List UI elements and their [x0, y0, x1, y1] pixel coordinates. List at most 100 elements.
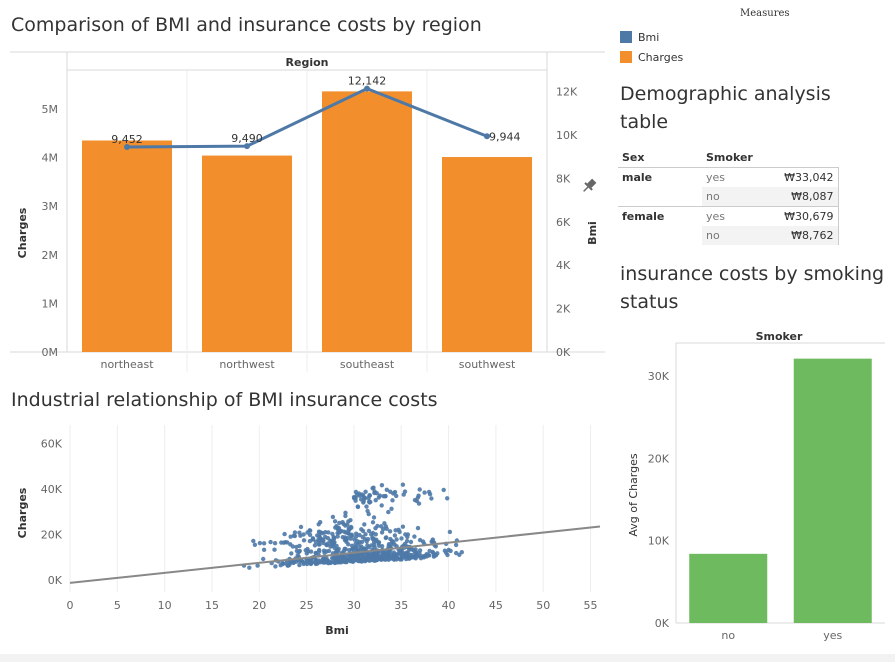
- scatter-point: [324, 556, 329, 561]
- scatter-point: [366, 552, 371, 557]
- scatter-point: [348, 533, 353, 538]
- scatter-point: [355, 557, 360, 563]
- scatter-point: [359, 527, 364, 532]
- scatter-point: [295, 553, 300, 558]
- scatter-point: [282, 531, 287, 537]
- charges-bar-southeast[interactable]: [322, 91, 412, 353]
- legend-item-charges[interactable]: Charges: [620, 50, 683, 64]
- smoking-bar-chart[interactable]: Smoker Avg of Charges 0K 10K 20K 30K no yes: [615, 325, 895, 655]
- scatter-point: [387, 529, 393, 534]
- bmi-line[interactable]: [126, 86, 488, 149]
- bmi-point-northwest[interactable]: [244, 143, 250, 150]
- scatter-point: [430, 549, 435, 555]
- scatter-ylabel: Charges: [16, 487, 29, 538]
- bottom-bar: [0, 654, 895, 662]
- cell-value: ₩33,042: [778, 167, 839, 187]
- legend-item-bmi[interactable]: Bmi: [620, 30, 659, 44]
- scatter-trend-line[interactable]: [69, 525, 601, 584]
- region-category-southeast: southeast: [340, 358, 395, 371]
- bmi-point-southeast[interactable]: [364, 85, 370, 92]
- region-ytick2-4: 8K: [556, 172, 571, 185]
- scatter-chart-title: Industrial relationship of BMI insurance…: [11, 389, 438, 411]
- scatter-point: [388, 489, 393, 494]
- scatter-point: [426, 489, 432, 495]
- scatter-point: [292, 530, 298, 535]
- scatter-ytick-3: 60K: [41, 437, 63, 450]
- scatter-ytick-0: 0K: [48, 574, 63, 587]
- scatter-point: [386, 509, 391, 515]
- region-combo-chart[interactable]: Region Charges Bmi 0M 1M 2M 3M 4M 5M 0K 2K 4K 6K…: [0, 45, 610, 375]
- scatter-point: [350, 559, 356, 564]
- scatter-point: [372, 542, 377, 548]
- bmi-point-southwest[interactable]: [484, 133, 490, 140]
- scatter-point: [290, 544, 296, 549]
- legend-label-bmi: Bmi: [638, 30, 660, 44]
- bmi-point-northeast[interactable]: [124, 143, 130, 150]
- scatter-point: [369, 532, 374, 537]
- demo-table-title: Demographic analysis table: [620, 83, 831, 133]
- scatter-point: [335, 527, 340, 532]
- scatter-point: [307, 532, 313, 538]
- scatter-point: [403, 532, 408, 537]
- charges-bar-southwest[interactable]: [442, 157, 532, 352]
- scatter-point: [379, 544, 385, 549]
- scatter-point: [386, 544, 391, 549]
- smoker-category-no: no: [721, 629, 735, 642]
- scatter-point: [397, 529, 402, 535]
- scatter-point: [272, 547, 277, 552]
- scatter-point: [379, 503, 384, 508]
- scatter-point: [316, 542, 321, 547]
- scatter-xtick-0: 0: [67, 599, 74, 612]
- bmi-charges-scatter[interactable]: Charges Bmi 0 5 10 15 20 25 30 35 40 45 50 55 0K 20K 4…: [0, 420, 610, 650]
- region-ytick2-6: 12K: [556, 86, 578, 99]
- smoker-header: Smoker: [756, 330, 803, 343]
- smoker-bar-yes[interactable]: [793, 358, 872, 623]
- scatter-point: [317, 530, 322, 535]
- scatter-point: [273, 564, 278, 569]
- scatter-point: [371, 515, 377, 520]
- scatter-point: [345, 522, 350, 527]
- scatter-xtick-2: 10: [158, 599, 172, 612]
- scatter-point: [453, 542, 459, 548]
- bmi-label-northeast: 9,452: [111, 133, 143, 146]
- scatter-point: [417, 487, 422, 492]
- scatter-point: [384, 487, 389, 492]
- scatter-point: [339, 528, 344, 534]
- scatter-point: [297, 530, 302, 535]
- scatter-point: [317, 558, 322, 563]
- scatter-point: [388, 553, 393, 559]
- smoker-ylabel: Avg of Charges: [627, 453, 640, 536]
- scatter-point: [402, 489, 408, 494]
- scatter-point: [272, 541, 278, 546]
- bmi-label-southwest: 9,944: [489, 130, 521, 143]
- smoker-bar-no[interactable]: [689, 553, 768, 623]
- scatter-point: [361, 495, 367, 501]
- scatter-point: [391, 552, 397, 557]
- region-category-southwest: southwest: [459, 358, 516, 371]
- scatter-point: [430, 537, 435, 542]
- scatter-point: [337, 520, 342, 526]
- scatter-point: [257, 540, 263, 546]
- region-ytick-0: 0M: [42, 346, 59, 359]
- charges-bar-northeast[interactable]: [82, 140, 172, 353]
- col-value: [778, 148, 838, 168]
- scatter-point: [374, 537, 379, 542]
- charges-bar-northwest[interactable]: [202, 155, 292, 352]
- cell-value: ₩30,679: [778, 206, 839, 226]
- scatter-point: [312, 543, 318, 548]
- smoking-chart-title: insurance costs by smoking status: [620, 263, 885, 313]
- scatter-point: [360, 557, 366, 562]
- region-ytick2-3: 6K: [556, 216, 571, 229]
- scatter-point: [366, 545, 372, 550]
- region-ylabel: Charges: [16, 207, 29, 258]
- scatter-point: [412, 497, 418, 503]
- cell-value: ₩8,087: [778, 187, 839, 207]
- scatter-point: [394, 557, 399, 562]
- scatter-point: [355, 504, 361, 510]
- scatter-point: [373, 526, 378, 531]
- scatter-xtick-4: 20: [252, 599, 266, 612]
- scatter-point: [326, 561, 331, 566]
- scatter-point: [402, 541, 408, 546]
- pin-icon[interactable]: [580, 177, 598, 195]
- scatter-point: [340, 520, 345, 525]
